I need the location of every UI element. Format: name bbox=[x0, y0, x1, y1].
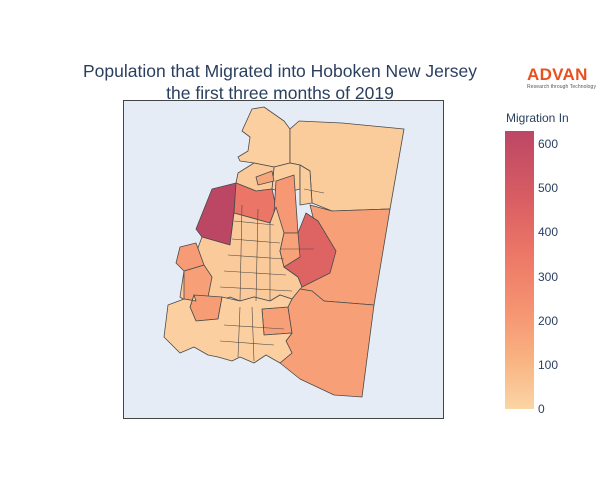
title-line-1: Population that Migrated into Hoboken Ne… bbox=[83, 61, 477, 81]
chart-title: Population that Migrated into Hoboken Ne… bbox=[40, 60, 520, 104]
colorbar bbox=[505, 131, 534, 409]
region-north-tip[interactable] bbox=[237, 106, 291, 168]
colorbar-tick-label: 300 bbox=[538, 269, 559, 284]
hoboken-map-svg bbox=[163, 106, 405, 398]
region-south-mid-orange[interactable] bbox=[261, 306, 293, 336]
colorbar-tick-label: 0 bbox=[538, 402, 545, 416]
map-area[interactable] bbox=[123, 100, 444, 419]
street-line bbox=[219, 340, 275, 346]
street-line bbox=[223, 270, 287, 276]
logo-wordmark: ADVAN bbox=[527, 65, 588, 84]
street-line bbox=[223, 324, 285, 330]
street-line bbox=[303, 188, 325, 194]
colorbar-title: Migration In bbox=[506, 111, 569, 125]
region-west-orange-2[interactable] bbox=[175, 242, 205, 272]
colorbar-tick-label: 200 bbox=[538, 313, 559, 328]
colorbar-tick-label: 500 bbox=[538, 181, 559, 196]
region-hatch-1[interactable] bbox=[255, 170, 275, 186]
colorbar-tick-label: 600 bbox=[538, 137, 559, 152]
advan-logo: ADVAN Research through Technology bbox=[527, 66, 597, 92]
title-line-2: the first three months of 2019 bbox=[166, 83, 394, 103]
street-line bbox=[255, 208, 259, 302]
region-mid-small-right[interactable] bbox=[279, 232, 301, 268]
region-southwest[interactable] bbox=[163, 294, 293, 364]
street-line bbox=[227, 254, 285, 260]
street-line bbox=[237, 306, 241, 358]
region-southeast-large[interactable] bbox=[279, 288, 375, 398]
street-line bbox=[233, 220, 275, 226]
street-line bbox=[251, 306, 255, 362]
colorbar-tick-label: 100 bbox=[538, 357, 559, 372]
street-line bbox=[231, 238, 281, 244]
street-line bbox=[239, 204, 243, 302]
region-nw-dark[interactable] bbox=[195, 182, 237, 246]
region-north-small-b[interactable] bbox=[299, 164, 313, 206]
colorbar-tick-label: 400 bbox=[538, 225, 559, 240]
logo-tagline: Research through Technology bbox=[527, 84, 597, 90]
